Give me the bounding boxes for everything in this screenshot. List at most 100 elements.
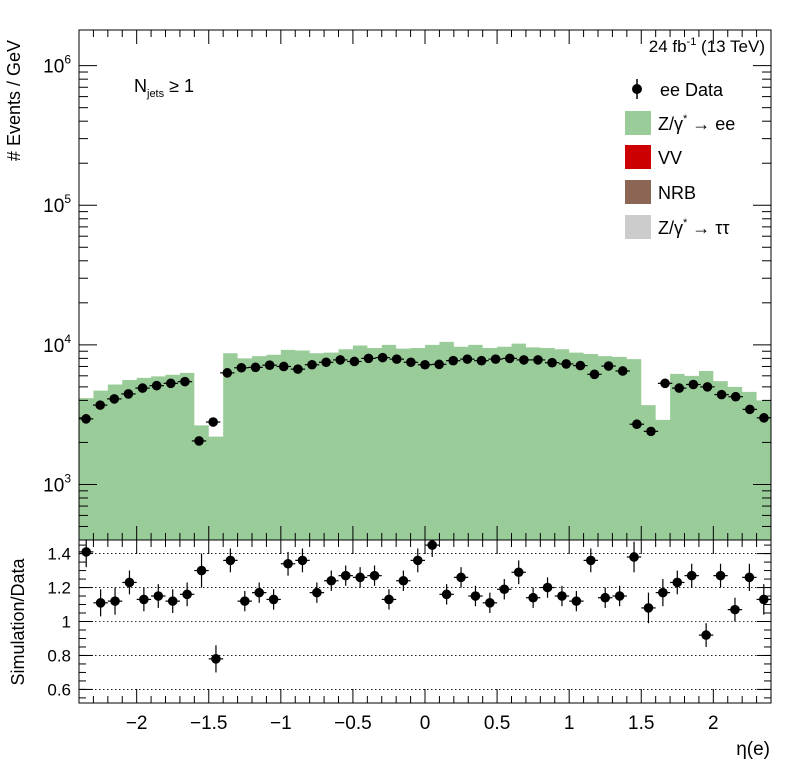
ratio-point bbox=[468, 585, 483, 607]
data-point-marker bbox=[745, 404, 755, 415]
ratio-point bbox=[410, 548, 425, 573]
ratio-y-tick-label: 1.4 bbox=[47, 545, 71, 564]
ratio-point-marker bbox=[95, 598, 106, 608]
ratio-point-marker bbox=[730, 604, 740, 615]
data-point bbox=[361, 353, 376, 364]
data-point bbox=[234, 362, 249, 373]
ratio-y-tick-label: 1.2 bbox=[47, 579, 71, 598]
data-point-marker bbox=[349, 356, 360, 367]
ratio-point-marker bbox=[441, 589, 452, 600]
ratio-point-marker bbox=[701, 630, 711, 640]
ratio-point-marker bbox=[571, 596, 582, 606]
legend-entry-nrb: NRB bbox=[625, 180, 696, 204]
data-point bbox=[135, 383, 150, 393]
ratio-point bbox=[641, 592, 656, 624]
data-point bbox=[290, 364, 306, 374]
main-y-tick-label: 105 bbox=[43, 192, 71, 217]
ratio-point-marker bbox=[139, 594, 149, 605]
ratio-point-marker bbox=[513, 567, 524, 578]
ratio-point bbox=[338, 565, 353, 586]
data-point-marker bbox=[95, 400, 105, 410]
data-point bbox=[446, 355, 461, 366]
ratio-point bbox=[309, 582, 325, 603]
ratio-point bbox=[165, 589, 180, 614]
svg-text:ee Data: ee Data bbox=[660, 80, 724, 100]
ratio-point-marker bbox=[124, 577, 135, 588]
ratio-point-marker bbox=[600, 592, 611, 603]
main-panel: 103 104 105 106 bbox=[43, 29, 772, 541]
ratio-point-marker bbox=[297, 555, 308, 566]
data-point bbox=[601, 361, 616, 371]
data-point-marker bbox=[716, 389, 727, 400]
ratio-point bbox=[381, 589, 397, 610]
data-point bbox=[502, 353, 517, 364]
data-point-marker bbox=[476, 355, 487, 366]
main-y-tick-label: 103 bbox=[43, 471, 71, 496]
x-tick-label: −1.5 bbox=[190, 713, 228, 734]
ratio-point bbox=[598, 587, 613, 608]
ratio-point-marker bbox=[182, 589, 192, 600]
ratio-panel: 0.6 0.8 1 1.2 1.4 −2 −1.5 −1 −0.5 0 0.5 1 1.5 2 bbox=[47, 539, 772, 734]
data-point bbox=[587, 369, 602, 380]
svg-text:VV: VV bbox=[658, 148, 682, 168]
ratio-point-marker bbox=[528, 592, 538, 603]
data-point bbox=[516, 355, 532, 365]
ratio-point-marker bbox=[672, 577, 683, 588]
data-point bbox=[248, 362, 263, 373]
legend-entry-data: ee Data bbox=[632, 79, 724, 100]
ratio-point-marker bbox=[196, 565, 207, 576]
legend-swatch-zee bbox=[625, 111, 651, 135]
data-point bbox=[700, 382, 715, 392]
ratio-point bbox=[136, 587, 152, 612]
ratio-point-marker bbox=[499, 584, 510, 595]
njets-annotation: Njets ≥ 1 bbox=[134, 76, 194, 100]
ratio-point bbox=[208, 645, 224, 673]
data-point-marker bbox=[533, 355, 543, 365]
ratio-point-marker bbox=[355, 572, 365, 583]
legend-entry-vv: VV bbox=[625, 145, 682, 169]
ratio-point bbox=[626, 541, 642, 573]
data-point-marker bbox=[504, 353, 515, 364]
ratio-point-marker bbox=[340, 570, 351, 581]
data-point bbox=[304, 359, 320, 370]
data-point-marker bbox=[617, 366, 628, 376]
ratio-y-tick-label: 0.8 bbox=[47, 646, 71, 665]
data-point bbox=[742, 404, 758, 415]
data-point-marker bbox=[448, 355, 459, 366]
x-tick-label: 0 bbox=[420, 713, 431, 734]
data-point bbox=[573, 360, 588, 371]
ratio-point bbox=[540, 577, 555, 598]
ratio-y-tick-label: 1 bbox=[62, 613, 71, 632]
ratio-y-tick-label: 0.6 bbox=[47, 680, 71, 699]
ratio-point bbox=[266, 589, 281, 610]
data-point-marker bbox=[575, 360, 586, 371]
ratio-point bbox=[742, 563, 757, 591]
data-point bbox=[333, 355, 348, 365]
x-tick-label: 2 bbox=[708, 713, 719, 734]
data-point bbox=[121, 389, 136, 399]
data-point bbox=[205, 417, 221, 427]
data-point bbox=[191, 436, 207, 446]
data-point-marker bbox=[462, 354, 473, 364]
data-point-marker bbox=[180, 376, 190, 387]
data-point-marker bbox=[420, 359, 430, 370]
data-point bbox=[163, 378, 179, 389]
data-point bbox=[403, 357, 419, 368]
data-point-marker bbox=[264, 360, 275, 370]
data-point bbox=[643, 426, 659, 437]
data-point-marker bbox=[377, 352, 388, 363]
ratio-point-marker bbox=[643, 603, 654, 613]
ratio-point bbox=[525, 587, 541, 608]
data-point-marker bbox=[674, 383, 685, 393]
data-point bbox=[728, 391, 743, 402]
x-tick-label: 1 bbox=[564, 713, 575, 734]
data-point-marker bbox=[589, 369, 600, 380]
ratio-point-marker bbox=[268, 594, 279, 605]
ratio-point-marker bbox=[312, 587, 322, 598]
ratio-point-marker bbox=[585, 555, 596, 566]
data-point bbox=[276, 361, 291, 372]
data-point-marker bbox=[137, 383, 148, 393]
ratio-point-marker bbox=[412, 555, 423, 566]
data-point-marker bbox=[391, 354, 402, 364]
